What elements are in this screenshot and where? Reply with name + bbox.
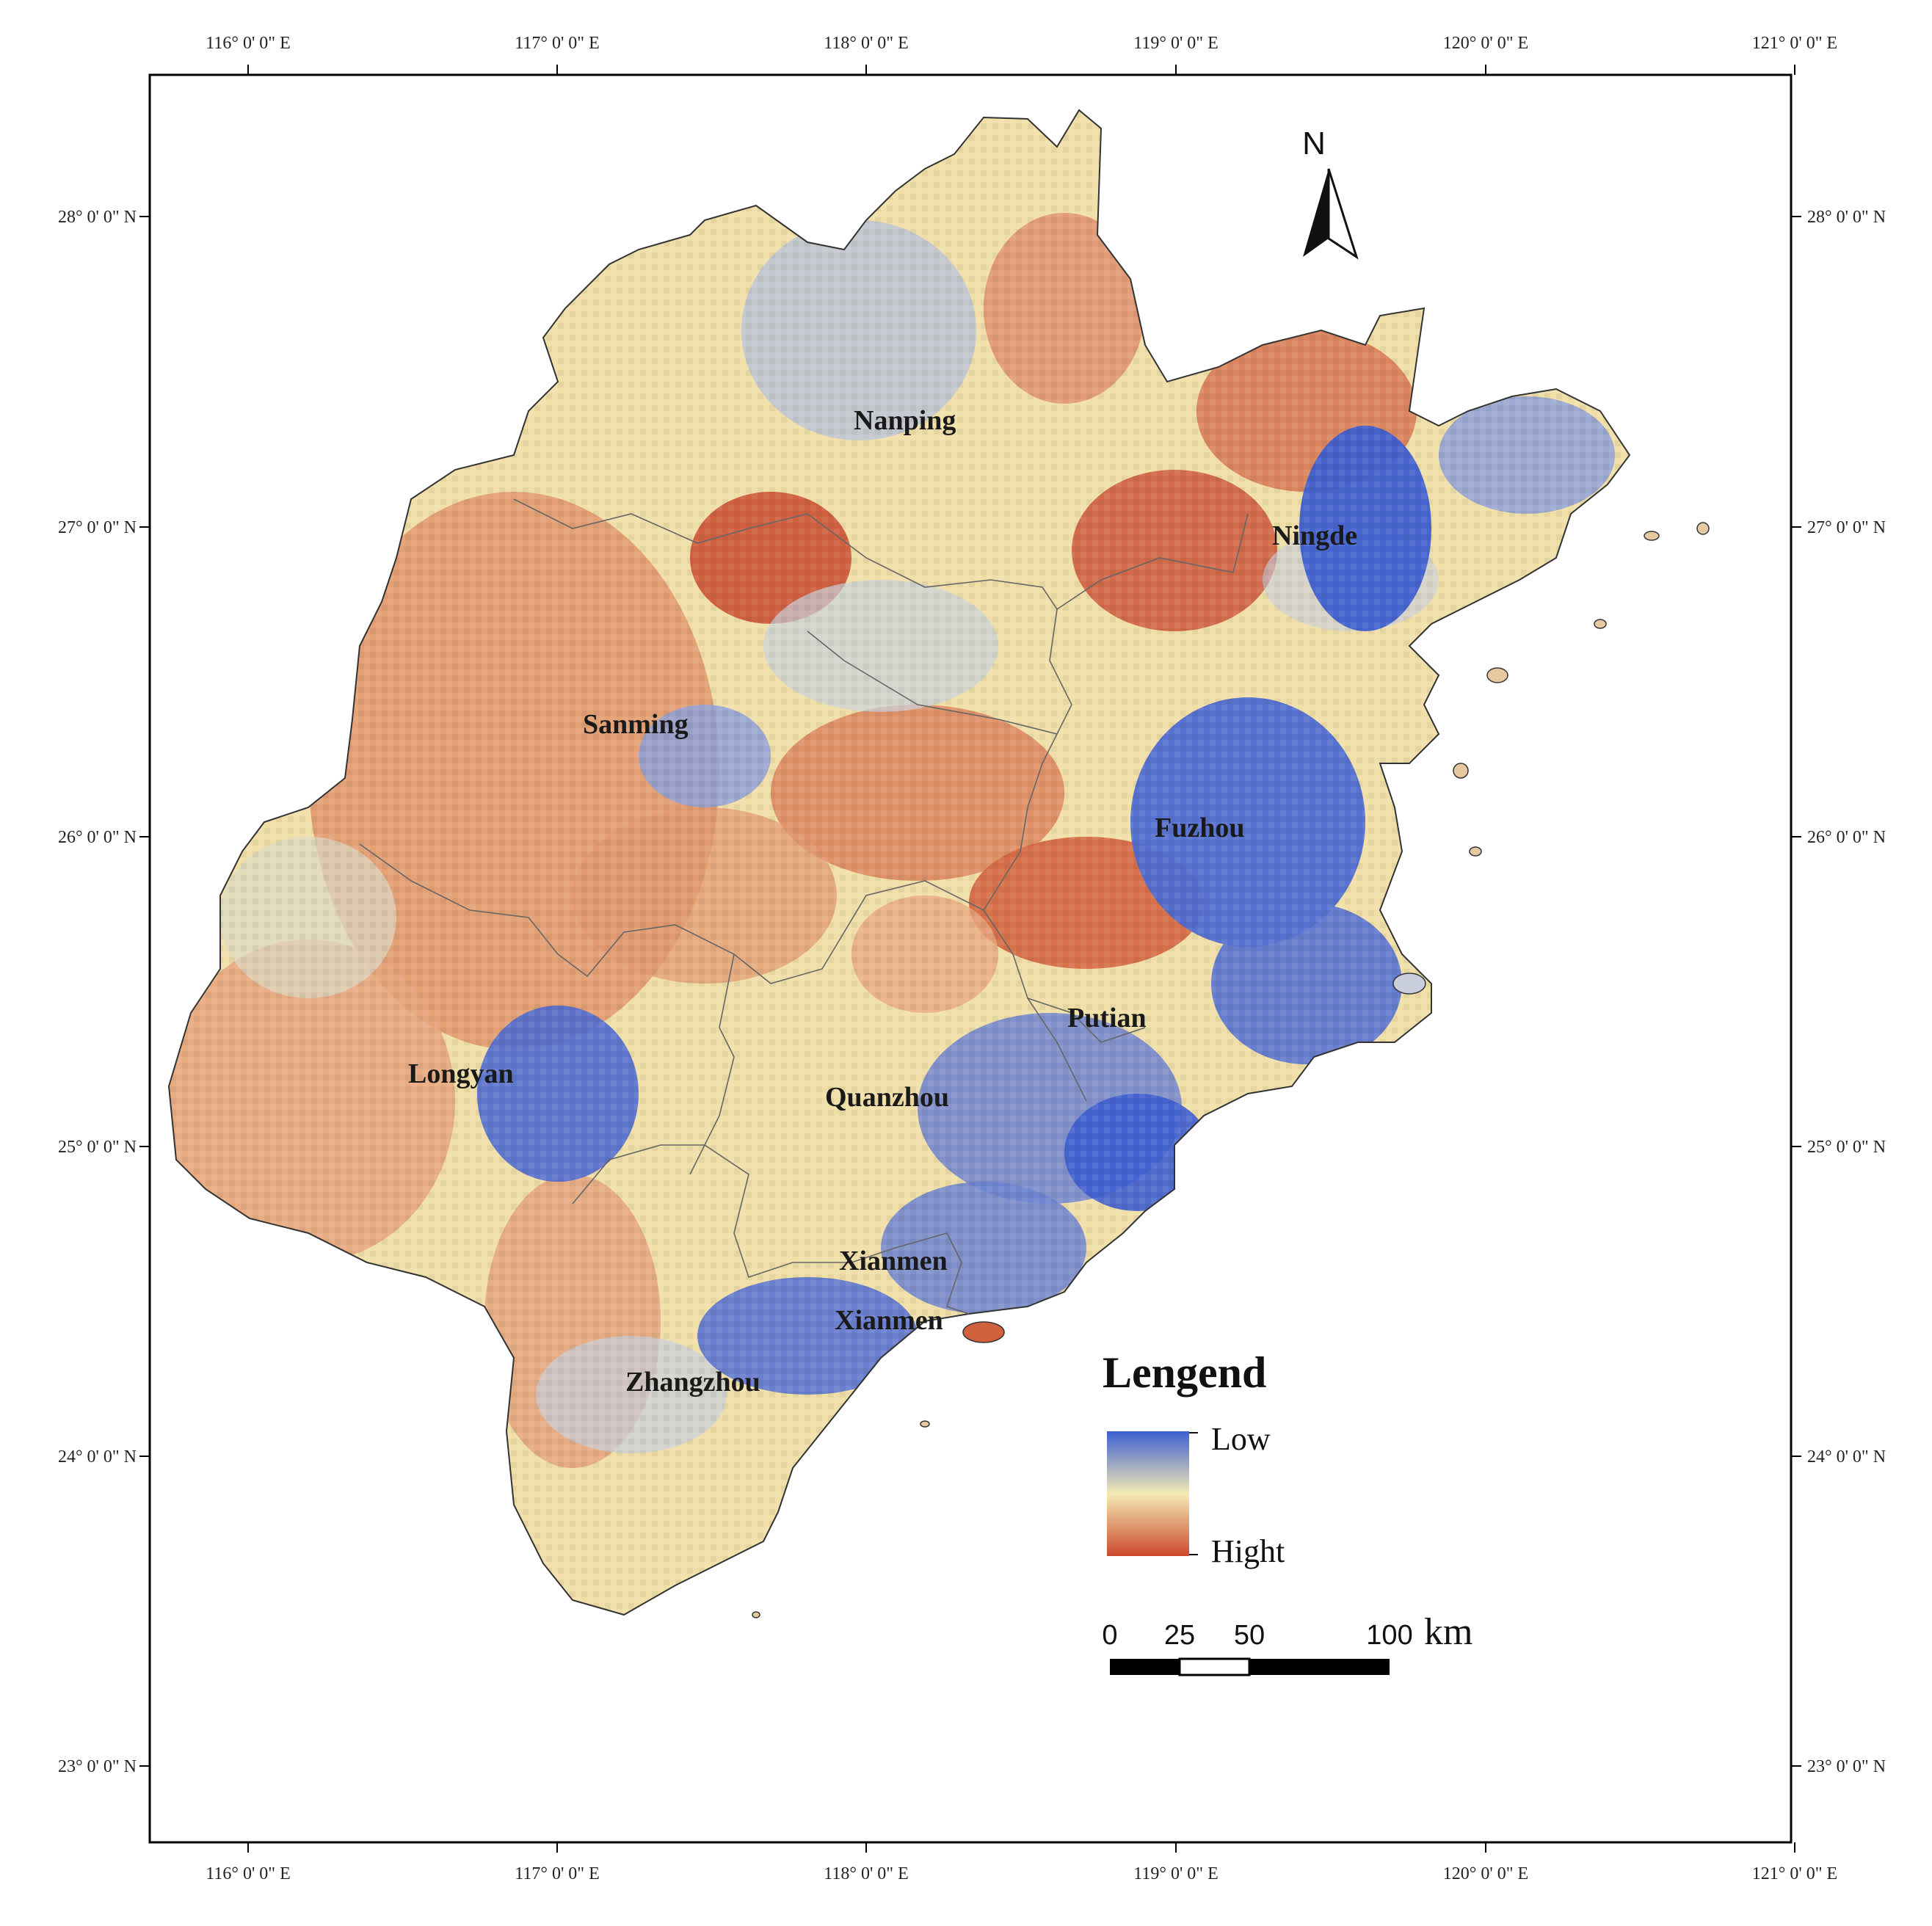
lat-label-left: 24° 0' 0" N	[58, 1447, 137, 1467]
lon-label-bottom: 118° 0' 0" E	[824, 1864, 909, 1883]
lon-label-top: 117° 0' 0" E	[515, 34, 600, 53]
lon-label-top: 121° 0' 0" E	[1752, 34, 1837, 53]
city-label-xianmen-2: Xianmen	[835, 1305, 943, 1336]
scale-segment-3	[1249, 1659, 1390, 1675]
legend-high-label: Hight	[1211, 1533, 1285, 1569]
scale-segment-2	[1178, 1657, 1251, 1676]
city-label-xianmen-1: Xianmen	[839, 1246, 948, 1276]
lat-label-right: 27° 0' 0" N	[1807, 518, 1886, 537]
lat-label-right: 25° 0' 0" N	[1807, 1138, 1886, 1157]
north-arrow-left-half	[1303, 169, 1329, 257]
city-label-nanping: Nanping	[854, 405, 956, 436]
legend-color-ramp	[1107, 1431, 1189, 1556]
city-label-quanzhou: Quanzhou	[825, 1082, 949, 1113]
north-arrow: N	[1302, 126, 1359, 260]
city-label-putian: Putian	[1067, 1003, 1147, 1033]
scale-segment-1	[1110, 1659, 1180, 1675]
scale-tick-0: 0	[1102, 1620, 1117, 1651]
scale-tick-100: 100	[1366, 1620, 1412, 1651]
lat-label-left: 28° 0' 0" N	[58, 208, 137, 227]
lon-label-bottom: 117° 0' 0" E	[515, 1864, 600, 1883]
scale-bar: 0 25 50 100 km	[1102, 1611, 1472, 1676]
lon-label-top: 118° 0' 0" E	[824, 34, 909, 53]
scale-tick-25: 25	[1164, 1620, 1195, 1651]
city-label-ningde: Ningde	[1272, 520, 1357, 551]
city-label-longyan: Longyan	[408, 1058, 514, 1089]
islands	[752, 522, 1710, 1618]
north-arrow-right-half	[1327, 168, 1359, 260]
lon-label-bottom: 119° 0' 0" E	[1133, 1864, 1219, 1883]
lon-label-bottom: 116° 0' 0" E	[206, 1864, 291, 1883]
scale-tick-50: 50	[1234, 1620, 1265, 1651]
legend: Lengend Low Hight	[1103, 1348, 1285, 1569]
lat-label-left: 27° 0' 0" N	[58, 518, 137, 537]
legend-low-label: Low	[1211, 1421, 1271, 1457]
legend-title: Lengend	[1103, 1348, 1266, 1397]
lon-label-top: 116° 0' 0" E	[206, 34, 291, 53]
lat-label-right: 24° 0' 0" N	[1807, 1447, 1886, 1467]
north-letter: N	[1302, 126, 1326, 161]
lat-label-right: 23° 0' 0" N	[1807, 1757, 1886, 1776]
lat-label-right: 26° 0' 0" N	[1807, 828, 1886, 847]
city-label-zhangzhou: Zhangzhou	[625, 1367, 760, 1398]
lat-label-left: 26° 0' 0" N	[58, 828, 137, 847]
city-label-sanming: Sanming	[583, 709, 689, 740]
longitude-ticks	[247, 65, 1795, 1853]
scale-unit: km	[1424, 1611, 1472, 1653]
lat-label-left: 23° 0' 0" N	[58, 1757, 137, 1776]
city-label-fuzhou: Fuzhou	[1155, 813, 1244, 843]
longitude-labels: 116° 0' 0" E 116° 0' 0" E 117° 0' 0" E 117°…	[206, 34, 1837, 1883]
lon-label-top: 120° 0' 0" E	[1443, 34, 1528, 53]
city-labels: Nanping Ningde Sanming Fuzhou Putian Lon…	[408, 405, 1357, 1398]
lat-label-right: 28° 0' 0" N	[1807, 208, 1886, 227]
latitude-ticks	[139, 216, 1801, 1767]
latitude-labels: 28° 0' 0" N 28° 0' 0" N 27° 0' 0" N 27° 0' …	[58, 208, 1886, 1776]
lon-label-bottom: 120° 0' 0" E	[1443, 1864, 1528, 1883]
prefecture-boundaries	[359, 498, 1249, 1315]
lon-label-top: 119° 0' 0" E	[1133, 34, 1219, 53]
lat-label-left: 25° 0' 0" N	[58, 1138, 137, 1157]
lon-label-bottom: 121° 0' 0" E	[1752, 1864, 1837, 1883]
